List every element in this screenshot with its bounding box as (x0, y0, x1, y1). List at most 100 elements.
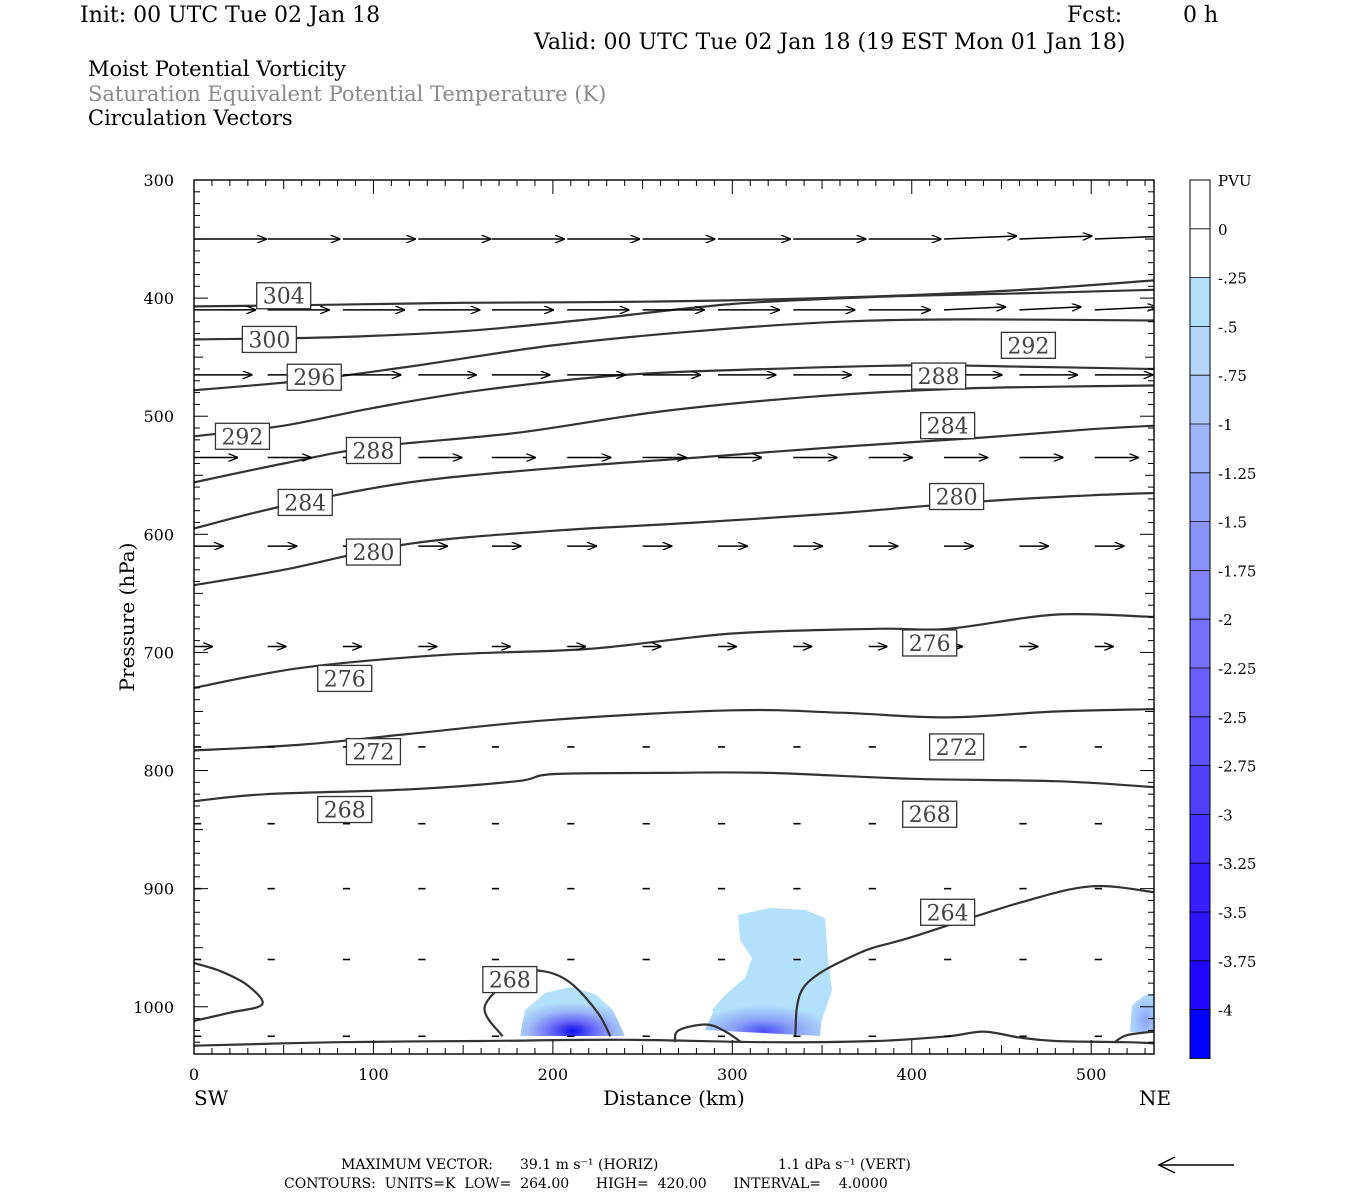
colorbar-label: -1 (1218, 416, 1233, 434)
colorbar-swatch (1190, 228, 1210, 278)
contour-label-text: 284 (284, 491, 326, 516)
x-axis-label: Distance (km) (603, 1086, 745, 1110)
x-tick-label: 300 (717, 1065, 748, 1084)
colorbar-swatch (1190, 472, 1210, 522)
forecast-label: Fcst: (1067, 3, 1123, 28)
contour-label-box (928, 733, 985, 761)
colorbar-swatch (1190, 521, 1210, 571)
init-time: Init: 00 UTC Tue 02 Jan 18 (80, 3, 381, 28)
contour-label-box (345, 737, 402, 766)
colorbar-label: -3.25 (1218, 855, 1256, 873)
contour-label-text: 304 (263, 285, 305, 310)
colorbar-swatch (1190, 326, 1210, 376)
colorbar-swatch (1190, 277, 1210, 327)
colorbar-label: -2.75 (1218, 758, 1256, 776)
colorbar-label: -3.75 (1218, 953, 1256, 971)
contour-label-text: 292 (1007, 334, 1049, 359)
colorbar-swatch (1190, 863, 1210, 912)
colorbar-label: -.25 (1218, 270, 1247, 288)
colorbar-swatch (1190, 765, 1210, 815)
colorbar-label: -.5 (1218, 318, 1237, 336)
contour-label-text: 288 (352, 439, 394, 464)
contour-label-text: 284 (927, 415, 969, 440)
contour-label-box (286, 363, 342, 391)
colorbar-swatch (1190, 375, 1210, 424)
contour-label-text: 296 (293, 366, 335, 391)
contour-label-text: 268 (909, 803, 951, 828)
title-line-1: Moist Potential Vorticity (88, 57, 346, 81)
x-tick-label: 100 (358, 1065, 389, 1084)
contour-304-0 (194, 279, 1154, 308)
colorbar-swatch (1190, 1009, 1210, 1059)
contour-unlabeled-13 (673, 1023, 742, 1044)
colorbar-swatch (1190, 570, 1210, 620)
sw-label: SW (194, 1086, 229, 1110)
pv-shade-core-west (520, 987, 625, 1036)
max-vector-vert: 1.1 dPa s⁻¹ (VERT) (778, 1157, 911, 1173)
colorbar-label: -2.25 (1218, 660, 1256, 678)
contour-292-3 (194, 364, 1154, 438)
y-tick-label: 900 (143, 880, 174, 899)
contour-264-10 (794, 884, 1154, 1037)
colorbar-swatch (1190, 424, 1210, 473)
contour-300-1 (194, 288, 1154, 341)
valid-time: Valid: 00 UTC Tue 02 Jan 18 (19 EST Mon … (534, 30, 1126, 55)
contour-unlabeled-14 (1113, 1030, 1154, 1044)
colorbar-swatch (1190, 716, 1210, 766)
vector-arrow (1094, 235, 1154, 240)
y-tick-label: 400 (143, 289, 174, 308)
plot-frame (193, 179, 1155, 1055)
contour-unlabeled-12 (194, 962, 264, 1022)
contour-label-box (928, 482, 985, 511)
theta-contours (194, 279, 1154, 1047)
contour-unlabeled-15 (194, 1030, 1154, 1047)
colorbar-label: -1.5 (1218, 514, 1247, 532)
pv-shade-east-edge (1130, 993, 1154, 1032)
contour-280-6 (194, 491, 1154, 587)
contour-label-text: 272 (936, 736, 978, 761)
x-tick-label: 200 (538, 1065, 569, 1084)
axis-ticks (193, 179, 1154, 1055)
vector-arrow (1019, 307, 1080, 310)
y-tick-label: 300 (143, 171, 174, 190)
y-tick-label: 500 (143, 407, 174, 426)
vector-arrow (944, 236, 1016, 239)
contour-288-4 (194, 384, 1154, 484)
max-vector-label: MAXIMUM VECTOR: (341, 1157, 493, 1173)
colorbar-swatch (1190, 960, 1210, 1010)
contour-label-text: 276 (909, 632, 951, 657)
title-line-2: Saturation Equivalent Potential Temperat… (88, 82, 607, 106)
contour-label-box (482, 965, 538, 994)
contour-label-box (214, 422, 271, 450)
colorbar-label: -3 (1218, 806, 1233, 824)
contour-label-box (345, 436, 402, 465)
y-tick-label: 1000 (133, 998, 174, 1017)
reference-vector-arrowhead (1157, 1156, 1176, 1174)
contour-label-box (919, 898, 976, 926)
colorbar-label: -.75 (1218, 367, 1247, 385)
contour-268-9 (194, 771, 1154, 803)
contour-label-text: 300 (248, 328, 290, 353)
axis-tick-labels: 0 100 200 300 400 500 300 400 500 600 700 800 900 100… (133, 171, 1106, 1084)
contour-272-8 (194, 708, 1154, 752)
pv-shading (520, 908, 1154, 1036)
contour-label-text: 268 (324, 799, 366, 824)
contour-284-5 (194, 424, 1154, 530)
colorbar-unit: PVU (1218, 172, 1252, 190)
contour-268-11 (483, 969, 612, 1037)
pv-shade-core-east (705, 992, 822, 1036)
colorbar-label: -3.5 (1218, 904, 1247, 922)
colorbar-label: -4 (1218, 1002, 1233, 1020)
vector-arrow (944, 307, 1005, 310)
contour-label-box (256, 282, 312, 310)
contour-label-box (317, 664, 373, 693)
colorbar-swatch (1190, 180, 1210, 229)
contour-label-text: 292 (221, 425, 263, 450)
contour-label-text: 268 (489, 969, 531, 994)
x-tick-label: 400 (896, 1065, 927, 1084)
circulation-vectors (194, 235, 1154, 1038)
forecast-hour: 0 h (1183, 3, 1219, 28)
contour-label-box (241, 325, 298, 354)
colorbar: 0 -.25 -.5 -.75 -1 -1.25 -1.5 -1.75 -2 -2.25 -2.5 -… (1189, 179, 1256, 1059)
title-line-3: Circulation Vectors (88, 106, 293, 130)
